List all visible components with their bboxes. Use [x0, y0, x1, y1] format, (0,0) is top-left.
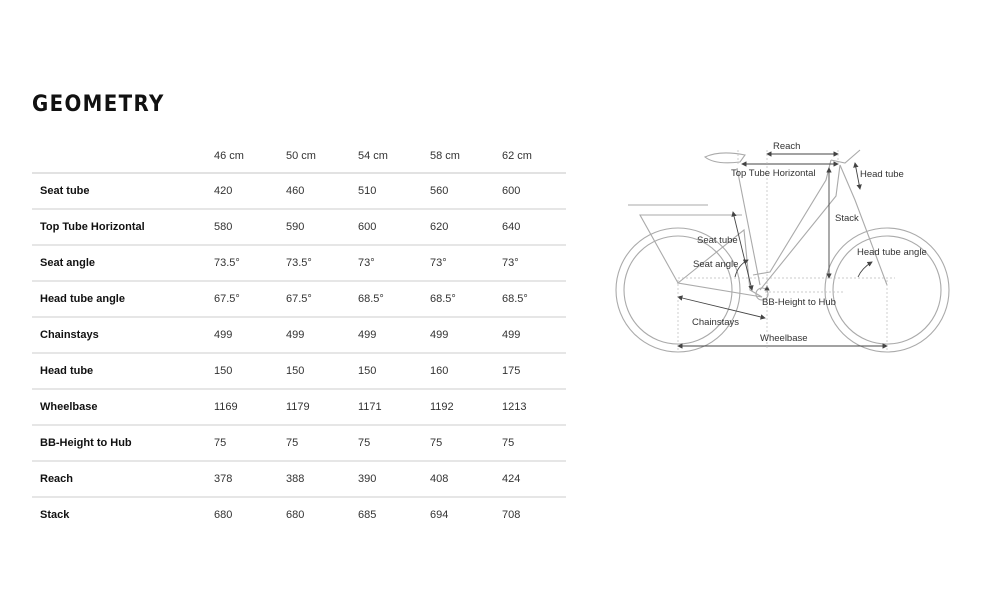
row-value: 1192: [430, 401, 454, 413]
row-value: 685: [358, 509, 377, 521]
row-value: 1179: [286, 401, 310, 413]
row-label: Seat tube: [40, 185, 90, 197]
row-value: 68.5°: [502, 293, 528, 305]
row-value: 1213: [502, 401, 527, 413]
row-value: 694: [430, 509, 449, 521]
row-value: 600: [502, 185, 521, 197]
row-value: 73.5°: [214, 257, 240, 269]
row-value: 1169: [214, 401, 238, 413]
table-row: Head tube 150 150 150 160 175: [32, 354, 566, 390]
size-header: 46 cm: [214, 150, 244, 162]
row-value: 73.5°: [286, 257, 312, 269]
label-seat-tube: Seat tube: [697, 235, 738, 246]
row-label: Reach: [40, 473, 74, 485]
row-value: 680: [214, 509, 233, 521]
row-label: Head tube angle: [40, 293, 125, 305]
row-value: 420: [214, 185, 233, 197]
row-label: BB-Height to Hub: [40, 437, 132, 449]
row-value: 68.5°: [430, 293, 456, 305]
label-head-tube-angle: Head tube angle: [857, 247, 927, 258]
label-chainstays: Chainstays: [692, 317, 739, 328]
row-value: 75: [430, 437, 443, 449]
row-value: 150: [358, 365, 377, 377]
geometry-table: 46 cm 50 cm 54 cm 58 cm 62 cm Seat tube 4…: [32, 140, 566, 532]
size-header: 58 cm: [430, 150, 460, 162]
row-label: Top Tube Horizontal: [40, 221, 145, 233]
row-value: 590: [286, 221, 305, 233]
row-value: 75: [502, 437, 515, 449]
row-value: 620: [430, 221, 449, 233]
row-label: Stack: [40, 509, 70, 521]
row-value: 560: [430, 185, 449, 197]
row-value: 499: [214, 329, 233, 341]
row-value: 68.5°: [358, 293, 384, 305]
row-value: 390: [358, 473, 377, 485]
row-value: 499: [358, 329, 377, 341]
row-value: 67.5°: [214, 293, 240, 305]
table-header: 46 cm 50 cm 54 cm 58 cm 62 cm: [32, 140, 566, 174]
row-value: 73°: [430, 257, 447, 269]
row-label: Seat angle: [40, 257, 96, 269]
row-value: 378: [214, 473, 233, 485]
row-value: 388: [286, 473, 305, 485]
table-row: Top Tube Horizontal 580 590 600 620 640: [32, 210, 566, 246]
table-row: Chainstays 499 499 499 499 499: [32, 318, 566, 354]
label-wheelbase: Wheelbase: [760, 333, 808, 344]
reference-lines: [677, 150, 895, 350]
row-label: Wheelbase: [40, 401, 98, 413]
table-row: Wheelbase 1169 1179 1171 1192 1213: [32, 390, 566, 426]
row-value: 708: [502, 509, 521, 521]
row-value: 580: [214, 221, 233, 233]
row-value: 75: [358, 437, 371, 449]
label-stack: Stack: [835, 213, 859, 224]
row-value: 499: [430, 329, 449, 341]
row-value: 499: [286, 329, 305, 341]
label-bb-height: BB-Height to Hub: [762, 297, 836, 308]
row-value: 424: [502, 473, 521, 485]
row-value: 73°: [502, 257, 519, 269]
table-row: Seat angle 73.5° 73.5° 73° 73° 73°: [32, 246, 566, 282]
label-top-tube: Top Tube Horizontal: [731, 168, 816, 179]
label-head-tube: Head tube: [860, 169, 904, 180]
row-label: Chainstays: [40, 329, 99, 341]
row-value: 499: [502, 329, 521, 341]
label-seat-angle: Seat angle: [693, 259, 738, 270]
table-row: Seat tube 420 460 510 560 600: [32, 174, 566, 210]
row-value: 640: [502, 221, 521, 233]
row-value: 150: [214, 365, 233, 377]
row-value: 1171: [358, 401, 382, 413]
row-value: 75: [286, 437, 299, 449]
label-reach: Reach: [773, 141, 800, 152]
row-value: 150: [286, 365, 305, 377]
row-value: 510: [358, 185, 377, 197]
page-title: GEOMETRY: [32, 92, 165, 117]
row-value: 73°: [358, 257, 375, 269]
row-value: 408: [430, 473, 449, 485]
dimension-lines: [677, 151, 888, 349]
table-row: BB-Height to Hub 75 75 75 75 75: [32, 426, 566, 462]
row-value: 67.5°: [286, 293, 312, 305]
row-value: 680: [286, 509, 305, 521]
table-row: Head tube angle 67.5° 67.5° 68.5° 68.5° 68.5°: [32, 282, 566, 318]
table-row: Stack 680 680 685 694 708: [32, 498, 566, 532]
table-row: Reach 378 388 390 408 424: [32, 462, 566, 498]
size-header: 54 cm: [358, 150, 388, 162]
row-value: 175: [502, 365, 521, 377]
row-value: 160: [430, 365, 449, 377]
size-header: 50 cm: [286, 150, 316, 162]
row-value: 460: [286, 185, 305, 197]
row-label: Head tube: [40, 365, 94, 377]
row-value: 600: [358, 221, 377, 233]
size-header: 62 cm: [502, 150, 532, 162]
row-value: 75: [214, 437, 227, 449]
